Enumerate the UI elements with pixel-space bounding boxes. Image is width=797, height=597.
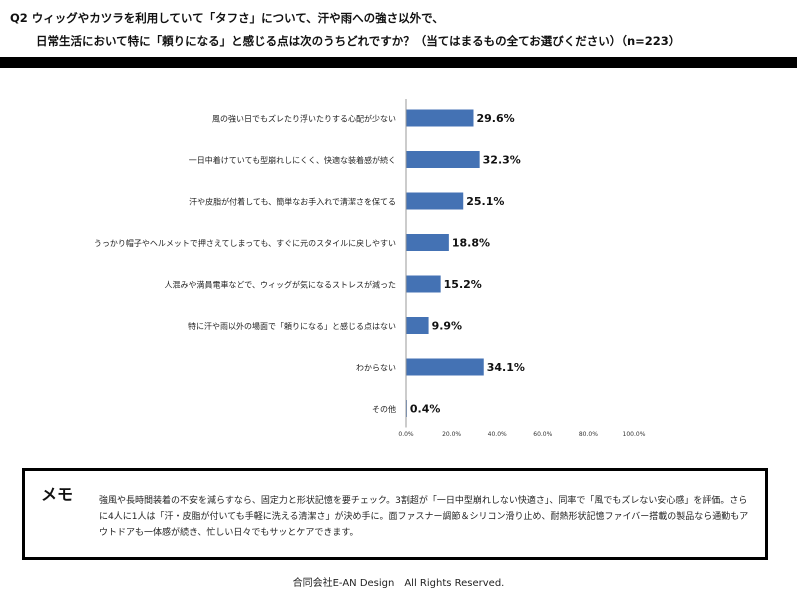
memo-box: メモ 強風や長時間装着の不安を減らすなら、固定力と形状記憶を要チェック。3割超が… xyxy=(22,468,768,560)
bar xyxy=(406,275,441,293)
bar-value-label: 9.9% xyxy=(432,320,463,333)
memo-title: メモ xyxy=(41,485,74,504)
category-label: その他 xyxy=(372,404,396,414)
x-tick-label: 60.0% xyxy=(533,431,552,438)
bar xyxy=(406,109,474,127)
category-label: 一日中着けていても型崩れしにくく、快適な装着感が続く xyxy=(189,155,396,165)
x-tick-label: 20.0% xyxy=(442,431,461,438)
category-label: わからない xyxy=(356,364,396,373)
category-label: 汗や皮脂が付着しても、簡単なお手入れで清潔さを保てる xyxy=(189,197,396,207)
x-axis-tick-labels: 0.0% 20.0% 40.0% 60.0% 80.0% 100.0% xyxy=(398,431,645,438)
bar-chart: 風の強い日でもズレたり浮いたりする心配が少ない一日中着けていても型崩れしにくく、… xyxy=(94,99,646,438)
bar-value-label: 29.6% xyxy=(476,112,514,125)
x-tick-label: 80.0% xyxy=(579,431,598,438)
x-tick-label: 100.0% xyxy=(623,431,646,438)
category-label: 特に汗や雨以外の場面で「頼りになる」と感じる点はない xyxy=(188,321,396,331)
category-label: 風の強い日でもズレたり浮いたりする心配が少ない xyxy=(212,114,396,124)
bar xyxy=(406,358,484,376)
header-divider-bar xyxy=(0,57,797,68)
bar-value-label: 34.1% xyxy=(487,361,525,374)
bars xyxy=(406,109,484,417)
bar-value-label: 15.2% xyxy=(444,278,482,291)
x-tick-label: 40.0% xyxy=(488,431,507,438)
bar xyxy=(406,192,464,210)
value-labels: 29.6% 32.3% 25.1% 18.8% 15.2% 9.9% 34.1% 0.4% xyxy=(410,112,525,416)
x-tick-label: 0.0% xyxy=(398,431,414,438)
question-title-line-2: 日常生活において特に「頼りになる」と感じる点は次のうちどれですか？（当てはまるも… xyxy=(36,34,681,48)
category-label: うっかり帽子やヘルメットで押さえてしまっても、すぐに元のスタイルに戻しやすい xyxy=(94,238,396,248)
question-title-line-1: Q2 ウィッグやカツラを利用していて「タフさ」について、汗や雨への強さ以外で、 xyxy=(10,11,444,25)
bar xyxy=(406,151,480,168)
bar xyxy=(406,317,429,334)
category-label: 人混みや満員電車などで、ウィッグが気になるストレスが減った xyxy=(164,280,396,290)
bar-value-label: 32.3% xyxy=(483,154,521,167)
bar-value-label: 25.1% xyxy=(466,195,504,208)
question-header: Q2 ウィッグやカツラを利用していて「タフさ」について、汗や雨への強さ以外で、 … xyxy=(0,0,797,68)
bar-value-label: 18.8% xyxy=(452,237,490,250)
category-labels: 風の強い日でもズレたり浮いたりする心配が少ない一日中着けていても型崩れしにくく、… xyxy=(94,114,396,415)
memo-body: 強風や長時間装着の不安を減らすなら、固定力と形状記憶を要チェック。3割超が「一日… xyxy=(99,496,749,538)
copyright-footer: 合同会社E-AN Design All Rights Reserved. xyxy=(292,578,505,589)
bar-value-label: 0.4% xyxy=(410,403,441,416)
bar xyxy=(406,234,449,251)
